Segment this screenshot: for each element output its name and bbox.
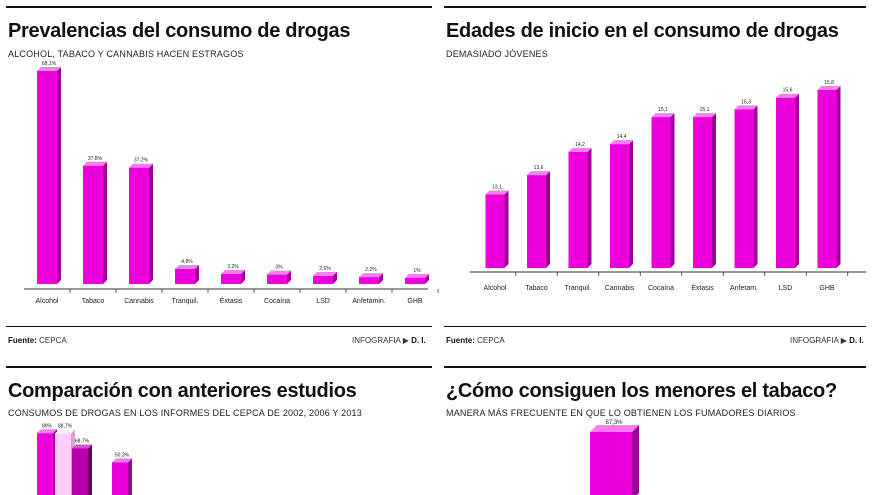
bar (112, 458, 132, 495)
data-label: 13,6 (534, 165, 544, 171)
chart-title: Prevalencias del consumo de drogas (8, 20, 351, 42)
data-label: 13,1 (492, 184, 502, 190)
bar (485, 190, 509, 268)
data-label: 15,3 (741, 99, 751, 105)
chart-subtitle: ALCOHOL, TABACO Y CANNABIS HACEN ESTRAGO… (8, 49, 244, 59)
caret-right-icon: ▶ (840, 336, 847, 345)
credit-label: INFOGRAFIA (790, 336, 839, 345)
x-tick-label: Alcohol (36, 298, 59, 305)
x-tick-label: Éxtasis (220, 296, 243, 305)
x-tick-label: Cocaína (648, 285, 674, 292)
data-label: 3% (275, 265, 283, 271)
x-tick-label: Tabaco (525, 285, 548, 292)
x-tick-label: LSD (779, 285, 793, 292)
chart-edades: 13,1 Alcohol 13,6 Tabaco 14,2 Tranquil. 14,4 Ca… (470, 80, 866, 292)
chart-title: Comparación con anteriores estudios (8, 380, 357, 402)
data-label: 37,2% (134, 158, 149, 164)
source-note: Fuente: CEPCA (446, 336, 505, 345)
credit-note: INFOGRAFIA ▶ D. I. (790, 336, 864, 345)
bar (776, 93, 799, 268)
x-tick-label: Tranquil. (565, 285, 592, 292)
bar (37, 67, 61, 284)
caret-right-icon: ▶ (402, 336, 409, 345)
bar (817, 86, 841, 268)
chart-subtitle: CONSUMOS DE DROGAS EN LOS INFORMES DEL C… (8, 408, 362, 418)
top-rule (444, 366, 866, 368)
chart-title: ¿Cómo consiguen los menores el tabaco? (446, 380, 837, 402)
bar (175, 264, 199, 284)
x-tick-label: Anfetam. (730, 285, 758, 292)
bar (568, 147, 592, 268)
credit-label: INFOGRAFIA (352, 336, 401, 345)
data-label: 15,1 (658, 107, 668, 113)
bar (267, 270, 291, 284)
footer-rule (444, 326, 866, 327)
data-label: 37,8% (88, 156, 103, 162)
bar (72, 444, 92, 495)
x-tick-label: Cannabis (124, 298, 154, 305)
data-label: 89% (42, 423, 53, 429)
data-label: 2,6% (319, 266, 331, 272)
source-value: CEPCA (477, 336, 505, 345)
credit-value: D. I. (849, 336, 864, 345)
data-label: 15,8 (824, 80, 834, 86)
chart-subtitle: MANERA MÁS FRECUENTE EN QUE LO OBTIENEN … (446, 408, 796, 418)
x-tick-label: LSD (316, 298, 330, 305)
bar (359, 273, 383, 284)
footer-rule (6, 326, 432, 327)
data-label: 14,4 (617, 134, 627, 140)
bar (405, 274, 429, 284)
chart-comparacion: 89% 88,7% 68,7% 50,3% (37, 423, 132, 495)
data-label: 50,3% (115, 452, 130, 458)
top-rule (6, 6, 432, 8)
x-tick-label: Tranquil. (172, 298, 199, 305)
chart-title: Edades de inicio en el consumo de drogas (446, 20, 839, 42)
credit-value: D. I. (411, 336, 426, 345)
bar (734, 105, 758, 268)
x-tick-label: Éxtasis (691, 283, 714, 292)
bar (693, 113, 716, 268)
bar (129, 163, 153, 284)
data-label: 15,6 (783, 88, 793, 94)
x-tick-label: GHB (407, 298, 423, 305)
data-label: 3,2% (227, 264, 239, 270)
data-label: 14,2 (575, 142, 585, 148)
data-label: 68,7% (75, 438, 90, 444)
chart-subtitle: DEMASIADO JÓVENES (446, 49, 548, 59)
source-label: Fuente: (446, 336, 475, 345)
x-tick-label: Anfetamin. (352, 298, 386, 305)
data-label: 68,1% (42, 61, 57, 67)
x-tick-label: GHB (819, 285, 835, 292)
x-tick-label: Tabaco (82, 298, 105, 305)
source-value: CEPCA (39, 336, 67, 345)
data-label: 2,2% (365, 267, 377, 273)
top-rule (444, 6, 866, 8)
source-note: Fuente: CEPCA (8, 336, 67, 345)
bar (527, 171, 550, 268)
bar (313, 271, 337, 284)
credit-note: INFOGRAFIA ▶ D. I. (352, 336, 426, 345)
x-tick-label: Alcohol (484, 285, 507, 292)
top-rule (6, 366, 432, 368)
bar (610, 140, 633, 268)
bar (221, 269, 245, 284)
bar (590, 425, 639, 495)
x-tick-label: Cannabis (605, 285, 635, 292)
chart-prevalencias: 68,1% Alcohol 37,8% Tabaco 37,2% Cannabis 4,8%… (24, 61, 439, 305)
source-label: Fuente: (8, 336, 37, 345)
bar (83, 161, 107, 284)
data-label: 4,8% (181, 259, 193, 265)
data-label: 15,1 (700, 107, 710, 113)
data-label: 88,7% (58, 423, 73, 429)
x-tick-label: Cocaína (264, 298, 290, 305)
data-label: 87,3% (605, 420, 623, 426)
data-label: 1% (413, 268, 421, 274)
bar (651, 113, 675, 268)
